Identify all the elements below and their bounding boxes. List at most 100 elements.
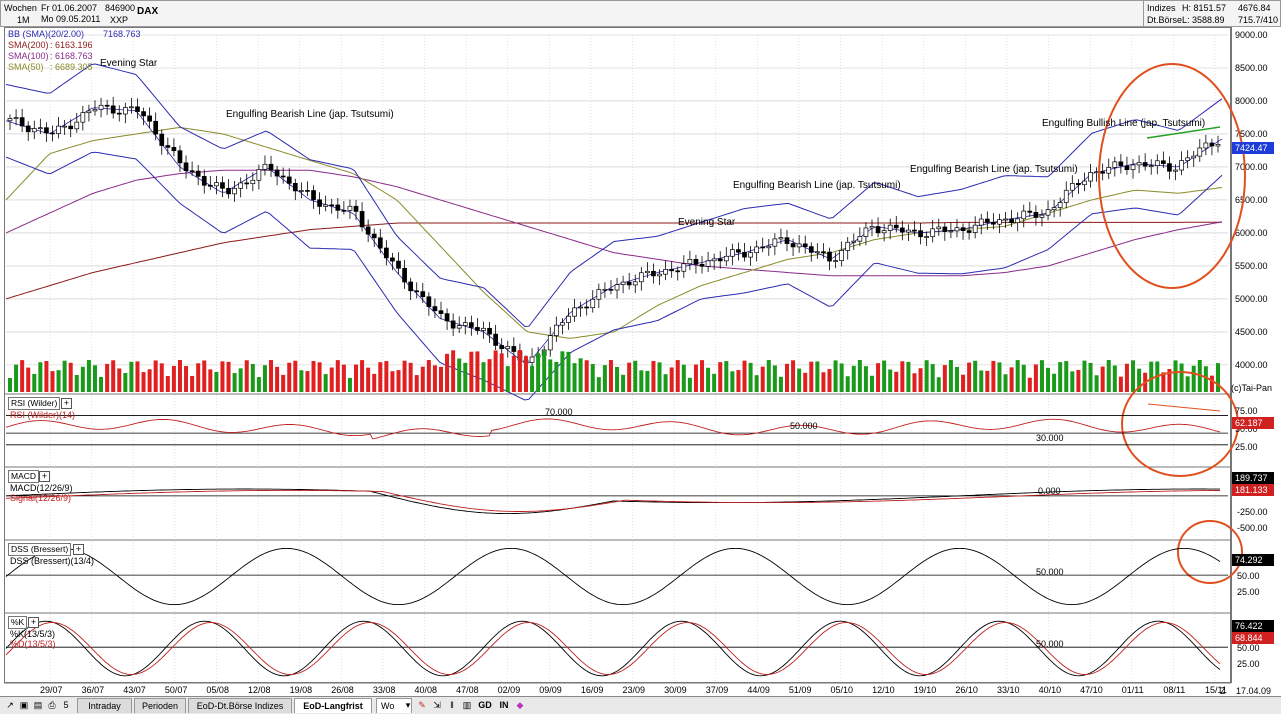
candle	[1197, 147, 1203, 157]
x-tick-label: 12/10	[872, 685, 895, 695]
volume-bar	[772, 365, 777, 392]
macd-add-button[interactable]: +	[39, 471, 50, 482]
legend-sma200: SMA(200)	[8, 40, 49, 50]
x-tick-label: 50/07	[165, 685, 188, 695]
dss-50-label: 50.000	[1036, 567, 1064, 577]
candle	[511, 346, 517, 352]
save-icon[interactable]: ▣	[19, 700, 29, 710]
candle	[578, 306, 583, 309]
volume-bar	[414, 375, 419, 392]
volume-bar	[954, 366, 959, 392]
volume-bar	[863, 366, 868, 392]
volume-bar	[657, 362, 662, 392]
volume-bar	[906, 361, 911, 392]
candle	[487, 327, 492, 335]
x-tick-label: 02/09	[498, 685, 521, 695]
tab-bar: ↗ ▣ ▤ ⎙ 5 Intraday Perioden EoD-Dt.Börse…	[0, 696, 1281, 714]
rsi-add-button[interactable]: +	[61, 398, 72, 409]
dss-add-button[interactable]: +	[73, 544, 84, 555]
color-icon[interactable]: ◆	[516, 700, 524, 710]
arrow-icon[interactable]: ↗	[6, 700, 14, 710]
x-tick-label: 51/09	[789, 685, 812, 695]
in-button[interactable]: IN	[499, 700, 509, 710]
macd-line	[5, 488, 1220, 515]
volume-bar	[354, 364, 359, 392]
volume-bar	[202, 360, 207, 392]
candle	[851, 240, 857, 243]
dss-tick-label: 50.00	[1237, 571, 1260, 581]
k-add-button[interactable]: +	[28, 617, 39, 628]
volume-bar	[86, 360, 91, 392]
candle	[978, 218, 984, 226]
volume-bar	[736, 370, 741, 392]
candle	[772, 238, 778, 247]
volume-bar	[469, 351, 474, 392]
dss-panel-label[interactable]: DSS (Bressert)	[8, 543, 72, 556]
dss-tick-label: 25.00	[1237, 587, 1260, 597]
gd-button[interactable]: GD	[478, 700, 492, 710]
x-tick-label: 05/10	[831, 685, 854, 695]
x-tick-label: 36/07	[82, 685, 105, 695]
value-axis	[1231, 27, 1281, 683]
macd-panel-label[interactable]: MACD	[8, 470, 40, 483]
chevron-down-icon[interactable]: ▾	[405, 700, 411, 710]
macd-sub-label: MACD(12/26/9)	[10, 483, 73, 493]
volume-bar	[523, 356, 528, 392]
x-tick-label: 19/08	[290, 685, 313, 695]
volume-bar	[797, 368, 802, 392]
candle	[420, 291, 426, 298]
volume-bar	[724, 361, 729, 392]
candle	[1051, 207, 1057, 210]
candle	[1082, 180, 1087, 186]
price-badge: 7424.47	[1232, 142, 1274, 154]
k-panel-label[interactable]: %K	[8, 616, 28, 629]
volume-bar	[38, 362, 43, 392]
candle	[129, 106, 134, 109]
candle	[1100, 171, 1106, 174]
x-tick-label: 33/08	[373, 685, 396, 695]
volume-bar	[426, 360, 431, 392]
candle	[1161, 160, 1166, 164]
tab-perioden[interactable]: Perioden	[134, 698, 186, 713]
volume-bar	[1179, 363, 1184, 392]
volume-bar	[402, 360, 407, 392]
candle	[529, 356, 535, 363]
period-dropdown[interactable]: Wo	[376, 698, 412, 713]
volume-bar	[1058, 362, 1063, 392]
candle	[104, 104, 110, 107]
tab-intraday[interactable]: Intraday	[77, 698, 132, 713]
rsi-30-label: 30.000	[1036, 433, 1064, 443]
tab-eod-langfrist[interactable]: EoD-Langfrist	[294, 698, 372, 713]
volume-bar	[615, 366, 620, 392]
candle	[462, 322, 468, 326]
interval-label[interactable]: 1M	[17, 15, 30, 25]
volume-bar	[1161, 372, 1166, 392]
volume-bar	[1046, 367, 1051, 392]
candle-icon[interactable]: ‖	[450, 700, 454, 710]
volume-bar	[833, 360, 838, 392]
print-icon[interactable]: ⎙	[48, 700, 56, 710]
zoom-icon[interactable]: ⇲	[433, 700, 441, 710]
candle	[456, 325, 462, 329]
bar-icon[interactable]: ▥	[462, 700, 472, 710]
rsi-line	[5, 418, 1221, 440]
tab-eod-boerse[interactable]: EoD-Dt.Börse Indizes	[188, 698, 292, 713]
candle	[1015, 218, 1021, 224]
volume-bar	[1033, 364, 1038, 392]
copy-icon[interactable]: ▤	[33, 700, 43, 710]
volume-bar	[845, 376, 850, 392]
volume-bar	[1015, 360, 1020, 392]
candle	[371, 233, 377, 239]
five-icon[interactable]: 5	[63, 700, 69, 710]
volume-bar	[1149, 361, 1154, 392]
rsi-panel-label[interactable]: RSI (Wilder)	[8, 397, 61, 410]
volume-bar	[991, 360, 996, 392]
chart-type-icon[interactable]: ✎	[418, 700, 426, 710]
volume-bar	[566, 351, 571, 392]
plot-area[interactable]	[4, 27, 1231, 683]
volume-bar	[281, 374, 286, 392]
candle	[335, 204, 341, 211]
volume-bar	[396, 370, 401, 392]
volume-bar	[1106, 360, 1111, 392]
candle	[863, 227, 869, 237]
